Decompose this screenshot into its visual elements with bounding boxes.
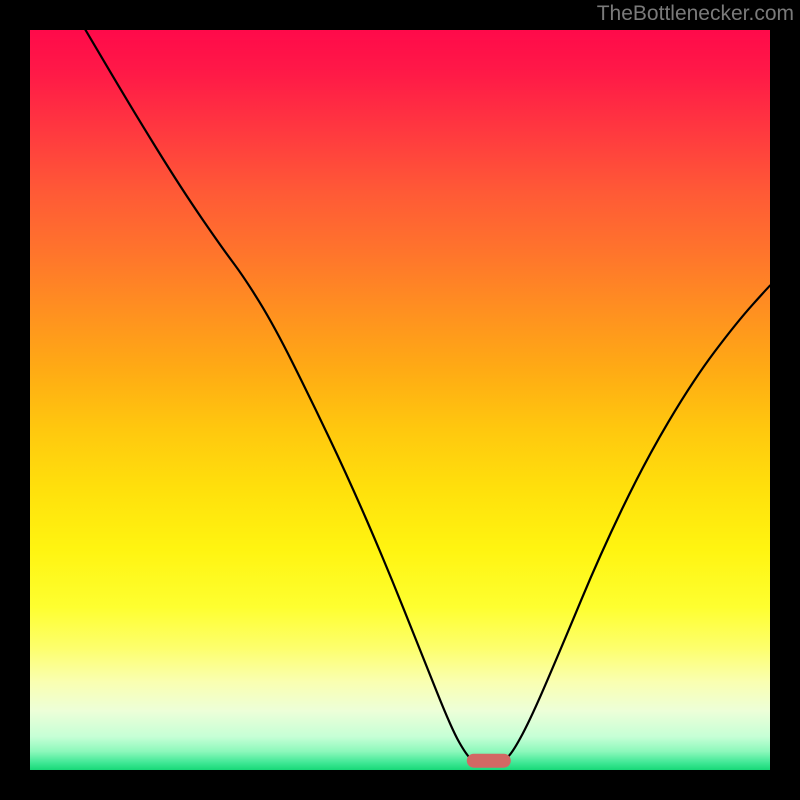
watermark-text: TheBottlenecker.com (597, 2, 794, 26)
bottleneck-chart (0, 0, 800, 800)
minimum-marker (467, 754, 511, 768)
chart-container: TheBottlenecker.com (0, 0, 800, 800)
plot-area (30, 30, 770, 770)
